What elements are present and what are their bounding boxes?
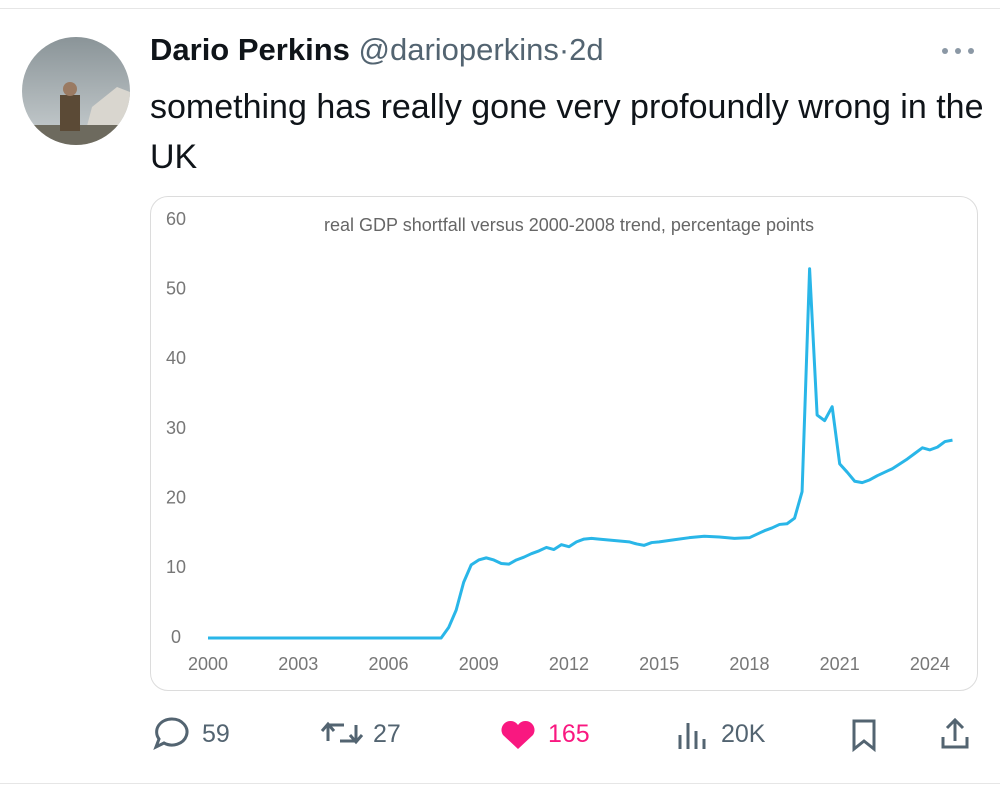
tweet-text: something has really gone very profoundl… <box>150 88 984 176</box>
chart: real GDP shortfall versus 2000-2008 tren… <box>166 209 953 674</box>
x-tick-label: 2009 <box>459 654 499 674</box>
x-tick-label: 2024 <box>910 654 950 674</box>
repost-icon[interactable] <box>320 721 364 745</box>
divider <box>0 783 1000 784</box>
data-line <box>208 267 953 640</box>
tweet-header: Dario Perkins @darioperkins·2d <box>150 32 604 68</box>
media-card[interactable] <box>150 196 978 691</box>
action-icons <box>153 717 969 753</box>
x-tick-label: 2006 <box>368 654 408 674</box>
avatar[interactable] <box>22 37 130 145</box>
y-tick-label: 20 <box>166 487 186 507</box>
reply-icon[interactable] <box>153 717 189 751</box>
y-tick-label: 60 <box>166 209 186 229</box>
share-icon[interactable] <box>941 717 969 749</box>
like-count[interactable]: 165 <box>548 720 590 748</box>
x-tick-label: 2015 <box>639 654 679 674</box>
author-handle[interactable]: @darioperkins <box>358 32 559 67</box>
timestamp[interactable]: 2d <box>569 32 604 67</box>
chart-title: real GDP shortfall versus 2000-2008 tren… <box>324 215 814 235</box>
reply-count[interactable]: 59 <box>202 720 230 748</box>
like-icon[interactable] <box>501 720 535 749</box>
view-count[interactable]: 20K <box>721 720 766 748</box>
x-tick-label: 2018 <box>729 654 769 674</box>
x-tick-label: 2003 <box>278 654 318 674</box>
repost-count[interactable]: 27 <box>373 720 401 748</box>
separator: · <box>558 32 570 67</box>
x-tick-label: 2000 <box>188 654 228 674</box>
x-tick-label: 2012 <box>549 654 589 674</box>
author-name[interactable]: Dario Perkins <box>150 32 350 67</box>
y-tick-label: 40 <box>166 348 186 368</box>
y-tick-label: 50 <box>166 278 186 298</box>
bookmark-icon[interactable] <box>852 719 876 753</box>
y-tick-label: 30 <box>166 418 186 438</box>
y-tick-label: 10 <box>166 557 186 577</box>
more-button[interactable] <box>940 45 976 57</box>
views-icon[interactable] <box>678 723 706 749</box>
x-tick-label: 2021 <box>820 654 860 674</box>
divider <box>0 8 1000 9</box>
y-tick-label: 0 <box>171 627 181 647</box>
